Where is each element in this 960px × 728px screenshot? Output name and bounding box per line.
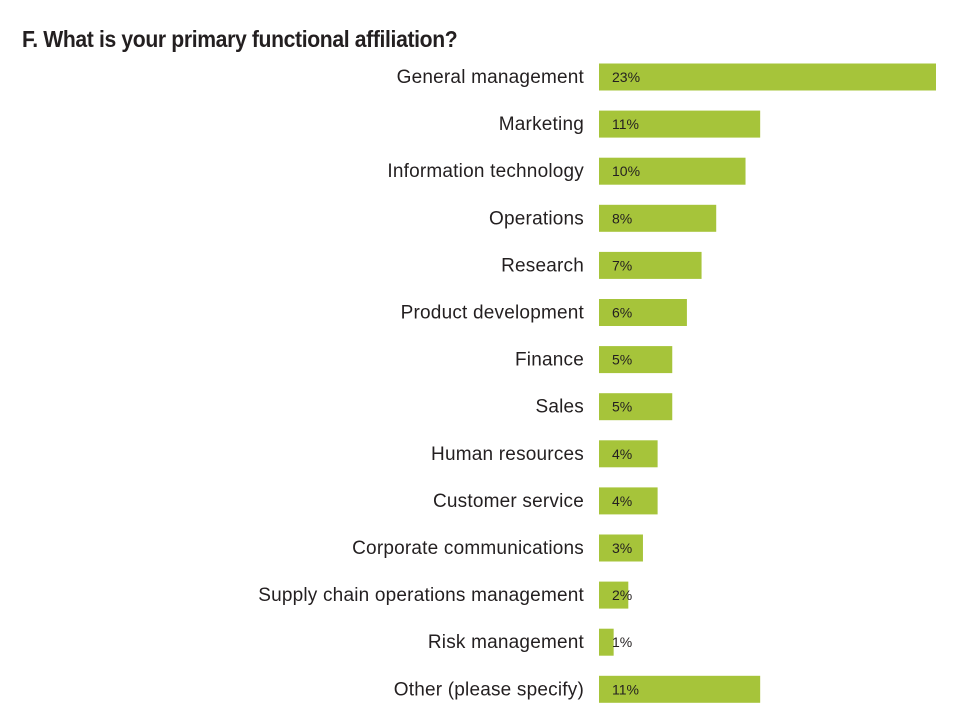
bar	[599, 63, 936, 91]
category-label: Sales	[535, 397, 584, 418]
value-label: 23%	[612, 69, 640, 85]
bar	[599, 204, 717, 232]
category-label: Finance	[515, 350, 584, 371]
bar	[599, 487, 658, 515]
bar	[599, 251, 702, 279]
bar	[599, 299, 687, 326]
bar	[599, 581, 629, 609]
value-label: 8%	[612, 210, 632, 226]
bar	[599, 157, 746, 185]
value-label: 7%	[612, 257, 632, 273]
bar	[599, 393, 673, 421]
category-label: Corporate communications	[352, 538, 584, 559]
bar	[599, 628, 614, 656]
value-label: 11%	[612, 681, 639, 697]
value-label: 1%	[612, 634, 632, 650]
value-label: 4%	[612, 446, 632, 462]
category-label: Marketing	[499, 114, 584, 135]
value-label: 2%	[612, 587, 632, 603]
bar	[599, 534, 643, 562]
value-label: 5%	[612, 399, 632, 415]
category-label: Risk management	[428, 632, 585, 653]
value-label: 4%	[612, 493, 632, 509]
value-label: 3%	[612, 540, 632, 556]
value-label: 5%	[612, 352, 632, 368]
category-label: Human resources	[431, 444, 584, 465]
category-label: Operations	[489, 208, 584, 229]
category-label: Research	[501, 255, 584, 276]
chart-title: F. What is your primary functional affil…	[22, 26, 458, 52]
category-label: Supply chain operations management	[258, 585, 584, 606]
category-label: Product development	[401, 303, 585, 324]
category-label: Other (please specify)	[394, 679, 584, 700]
category-label: Information technology	[387, 161, 584, 182]
category-label: General management	[397, 67, 585, 88]
bar	[599, 675, 761, 703]
bar	[599, 110, 761, 138]
value-label: 10%	[612, 163, 640, 179]
category-label: Customer service	[433, 491, 584, 512]
bar	[599, 346, 673, 374]
value-label: 11%	[612, 116, 639, 132]
bar	[599, 440, 658, 468]
value-label: 6%	[612, 305, 632, 321]
